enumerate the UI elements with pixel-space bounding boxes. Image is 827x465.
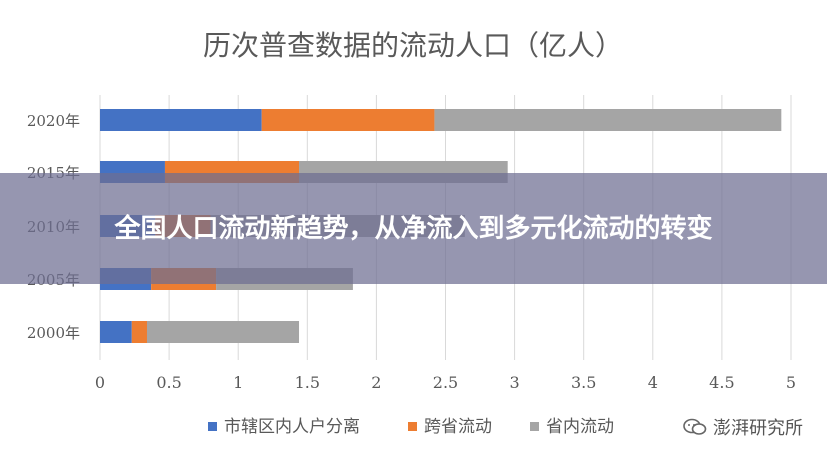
x-tick-label: 0 xyxy=(95,373,105,392)
legend-label: 市辖区内人户分离 xyxy=(224,417,360,437)
headline-banner: 全国人口流动新趋势，从净流入到多元化流动的转变 xyxy=(0,173,827,284)
legend-label: 跨省流动 xyxy=(424,417,492,437)
legend-swatch xyxy=(208,422,217,431)
wechat-icon xyxy=(683,418,707,435)
x-tick-label: 4 xyxy=(648,373,658,392)
x-tick-label: 2 xyxy=(371,373,381,392)
chart-title: 历次普查数据的流动人口（亿人） xyxy=(203,29,623,62)
x-tick-label: 0.5 xyxy=(156,373,181,392)
legend-label: 省内流动 xyxy=(546,417,614,437)
watermark: 澎湃研究所 xyxy=(683,414,803,440)
x-tick-label: 2.5 xyxy=(433,373,458,392)
x-tick-label: 1.5 xyxy=(295,373,320,392)
bar-segment xyxy=(146,321,300,343)
x-tick-label: 4.5 xyxy=(709,373,734,392)
y-category-label: 2000年 xyxy=(27,324,80,342)
headline-text: 全国人口流动新趋势，从净流入到多元化流动的转变 xyxy=(114,213,713,244)
y-category-label: 2020年 xyxy=(27,112,80,130)
legend-swatch xyxy=(530,422,539,431)
x-tick-label: 1 xyxy=(233,373,243,392)
bar-segment xyxy=(131,321,147,343)
legend-swatch xyxy=(408,422,417,431)
watermark-text: 澎湃研究所 xyxy=(713,418,803,439)
bar-segment xyxy=(434,109,782,131)
x-tick-label: 3.5 xyxy=(571,373,596,392)
bar-segment xyxy=(261,109,435,131)
bar-segment xyxy=(100,321,132,343)
x-tick-label: 5 xyxy=(786,373,796,392)
x-tick-label: 3 xyxy=(510,373,520,392)
bar-segment xyxy=(100,109,262,131)
